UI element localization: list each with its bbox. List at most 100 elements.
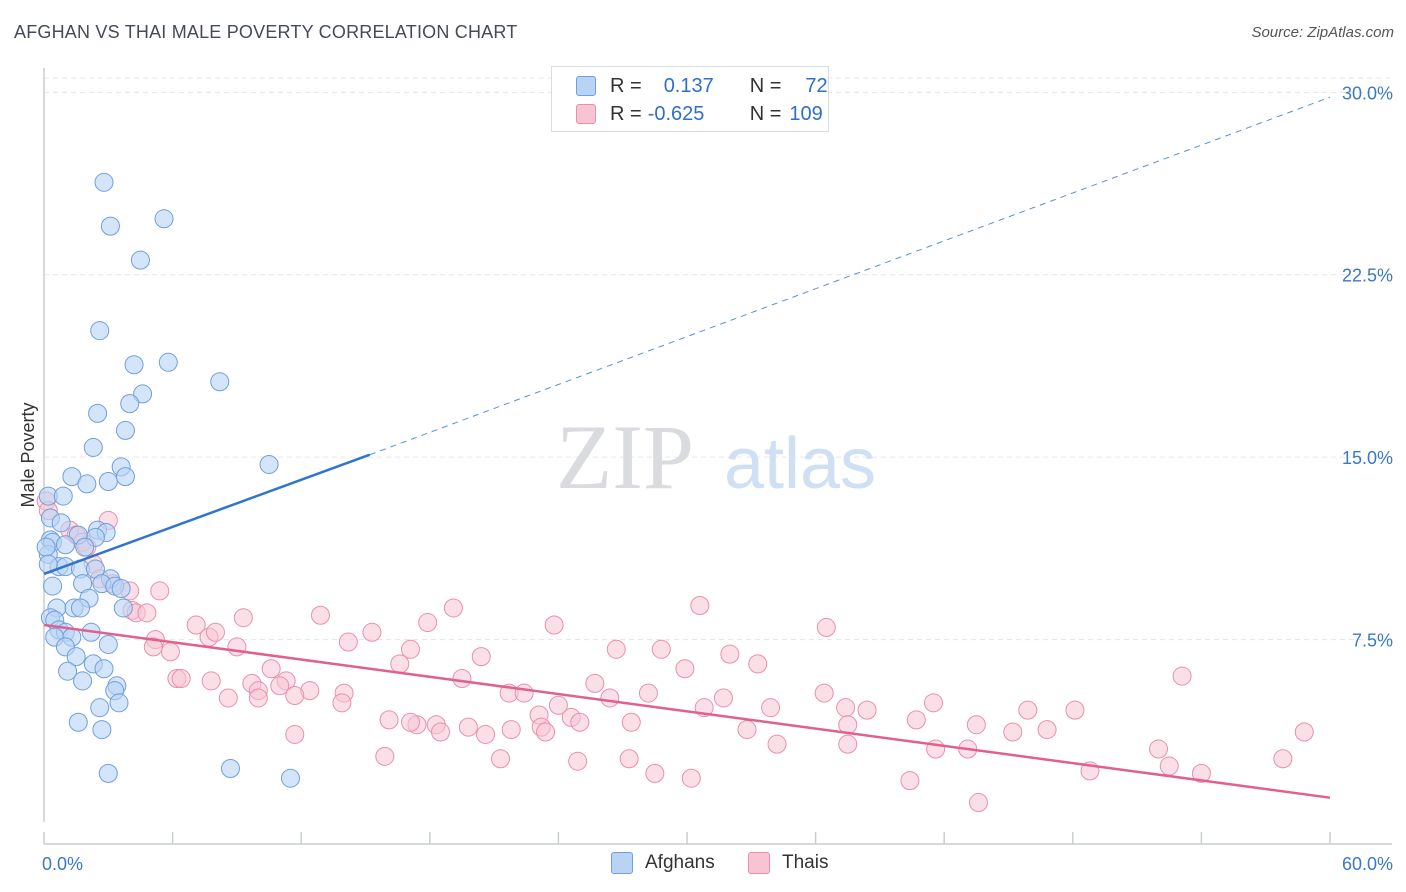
afghans-point — [90, 321, 110, 341]
thais-point — [619, 749, 639, 769]
thais-point — [1149, 739, 1169, 759]
thais-point — [968, 793, 988, 813]
thais-n-value: 109 — [789, 102, 823, 125]
thais-point — [857, 700, 877, 720]
thais-point — [418, 613, 438, 633]
thais-point — [514, 683, 534, 703]
thais-point — [375, 746, 395, 766]
afghans-point — [111, 579, 131, 599]
afghans-point — [75, 537, 95, 557]
afghans-point — [73, 671, 93, 691]
thais-point — [186, 615, 206, 635]
thais-point — [1018, 700, 1038, 720]
watermark-zip: ZIP — [556, 406, 694, 508]
afghans-point — [98, 471, 118, 491]
thais-point — [767, 734, 787, 754]
afghans-point — [220, 758, 240, 778]
afghans-point — [88, 403, 108, 423]
afghans-point — [92, 720, 112, 740]
series-legend: Afghans Thais — [0, 852, 1406, 878]
thais-point — [737, 720, 757, 740]
afghans-swatch — [576, 76, 596, 96]
thais-point — [379, 710, 399, 730]
afghans-point — [98, 634, 118, 654]
afghans-r-label: R = — [610, 74, 642, 97]
y-tick-label: 22.5% — [1342, 266, 1393, 286]
afghans-point — [98, 763, 118, 783]
thais-point — [761, 698, 781, 718]
legend-item-thais[interactable]: Thais — [748, 852, 828, 874]
thais-point — [836, 698, 856, 718]
thais-point — [471, 647, 491, 667]
afghans-point — [259, 454, 279, 474]
y-axis-label: Male Poverty — [18, 402, 38, 507]
thais-point — [390, 654, 410, 674]
thais-point — [570, 712, 590, 732]
afghans-point — [58, 661, 78, 681]
thais-points — [36, 491, 1314, 813]
thais-point — [1172, 666, 1192, 686]
source-label: Source: ZipAtlas.com — [1251, 24, 1394, 41]
thais-legend-swatch — [748, 852, 770, 874]
thais-point — [431, 722, 451, 742]
afghans-trend-extension — [369, 96, 1331, 456]
thais-point — [1003, 722, 1023, 742]
thais-point — [966, 715, 986, 735]
afghans-point — [133, 384, 153, 404]
chart-title: AFGHAN VS THAI MALE POVERTY CORRELATION … — [14, 22, 518, 42]
thais-point — [205, 622, 225, 642]
thais-point — [585, 673, 605, 693]
afghans-point — [90, 698, 110, 718]
afghans-point — [154, 209, 174, 229]
afghans-point — [115, 420, 135, 440]
afghans-point — [100, 216, 120, 236]
thais-point — [1037, 720, 1057, 740]
thais-point — [720, 644, 740, 664]
gridlines — [44, 77, 1392, 641]
thais-point — [1191, 763, 1211, 783]
thais-point — [443, 598, 463, 618]
thais-r-label: R = — [610, 102, 642, 125]
legend-item-afghans[interactable]: Afghans — [611, 852, 715, 874]
thais-point — [600, 688, 620, 708]
afghans-point — [280, 768, 300, 788]
thais-legend-label: Thais — [782, 852, 829, 873]
afghans-point — [68, 712, 88, 732]
afghans-point — [55, 535, 75, 555]
thais-point — [150, 581, 170, 601]
thais-point — [362, 622, 382, 642]
afghans-point — [36, 537, 56, 557]
thais-point — [501, 720, 521, 740]
thais-point — [160, 642, 180, 662]
x-tick-label-max: 60.0% — [1342, 854, 1393, 874]
afghans-point — [113, 598, 133, 618]
axes — [43, 68, 1392, 845]
thais-n-label: N = — [749, 102, 782, 125]
thais-point — [690, 596, 710, 616]
thais-point — [285, 686, 305, 706]
thais-point — [137, 603, 157, 623]
thais-point — [621, 712, 641, 732]
thais-point — [270, 676, 290, 696]
thais-point — [651, 639, 671, 659]
afghans-n-value: 72 — [805, 74, 828, 97]
afghans-n-label: N = — [749, 74, 782, 97]
afghans-point — [94, 172, 114, 192]
thais-point — [906, 710, 926, 730]
thais-point — [491, 749, 511, 769]
thais-point — [476, 724, 496, 744]
thais-point — [681, 768, 701, 788]
thais-point — [1159, 756, 1179, 776]
thais-point — [201, 671, 221, 691]
afghans-point — [109, 693, 129, 713]
afghans-point — [94, 659, 114, 679]
afghans-r-value: 0.137 — [663, 74, 714, 97]
thais-point — [838, 734, 858, 754]
thais-point — [900, 771, 920, 791]
thais-point — [923, 693, 943, 713]
thais-point — [218, 688, 238, 708]
legend-row-afghans: R = 0.137 N = 72 — [576, 73, 828, 99]
afghans-point — [115, 467, 135, 487]
thais-point — [248, 688, 268, 708]
